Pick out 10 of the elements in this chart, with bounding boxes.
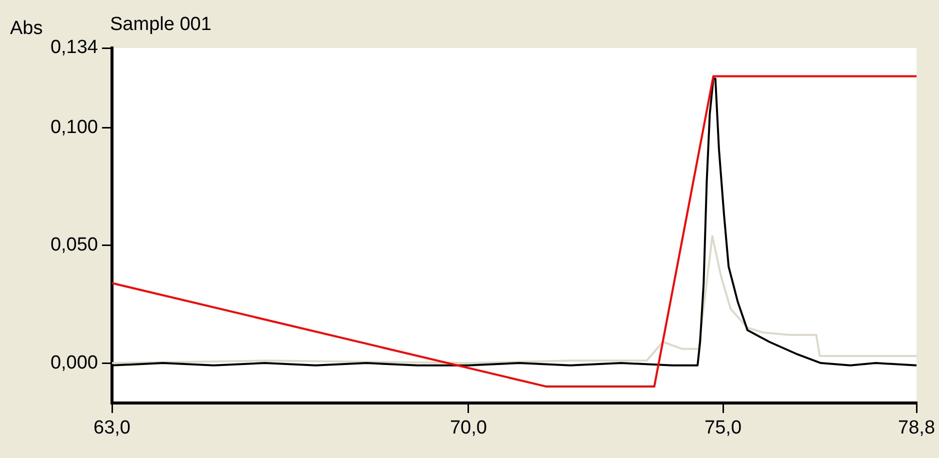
chart-title: Sample 001 bbox=[110, 14, 212, 36]
x-tick-label: 63,0 bbox=[94, 418, 130, 439]
y-tick-label: 0,134 bbox=[50, 37, 98, 58]
y-axis-title: Abs bbox=[10, 18, 43, 40]
y-tick-label: 0,000 bbox=[50, 352, 98, 374]
x-tick-label: 78,8 bbox=[898, 418, 935, 439]
x-tick-label: 70,0 bbox=[450, 418, 487, 439]
y-tick-label: 0,100 bbox=[50, 117, 98, 138]
y-tick-label: 0,050 bbox=[50, 234, 98, 256]
x-tick-label: 75,0 bbox=[704, 418, 742, 439]
